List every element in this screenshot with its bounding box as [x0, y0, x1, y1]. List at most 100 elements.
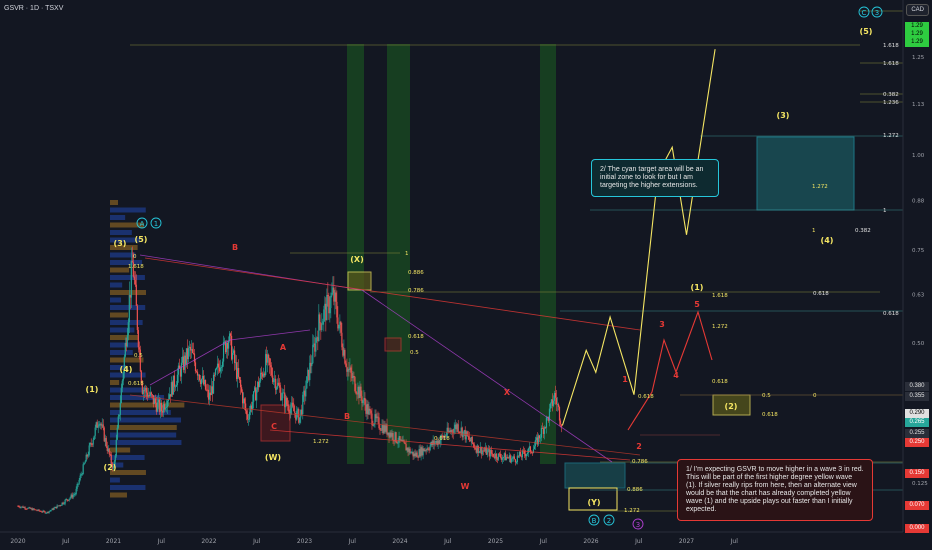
- candle-body: [144, 387, 146, 391]
- volume-profile-bar: [110, 455, 145, 460]
- volume-profile-bar: [110, 335, 139, 340]
- candle-body: [228, 333, 231, 341]
- candle-body: [143, 389, 145, 391]
- candle-body: [92, 439, 94, 445]
- fib-level-label: 1: [883, 208, 887, 214]
- candle-body: [305, 388, 307, 397]
- candle-body: [457, 424, 459, 432]
- candle-body: [170, 382, 173, 397]
- candle-body: [348, 369, 350, 371]
- candle-body: [229, 333, 232, 336]
- candle-body: [363, 397, 365, 401]
- candle-body: [545, 417, 548, 428]
- candle-body: [491, 453, 493, 455]
- symbol-title[interactable]: GSVR · 1D · TSXV: [4, 5, 64, 12]
- candle-body: [82, 464, 84, 475]
- volume-profile-bar: [110, 440, 182, 445]
- wave-label: C: [862, 9, 867, 17]
- candle-body: [454, 424, 456, 429]
- candle-body: [28, 507, 30, 509]
- fib-level-label: 1: [405, 251, 409, 257]
- fib-level-label: 0.382: [855, 228, 871, 234]
- volume-profile-bar: [110, 477, 120, 483]
- candle-body: [326, 294, 328, 321]
- candle-body: [219, 367, 222, 372]
- candle-body: [298, 409, 300, 423]
- candle-body: [504, 453, 506, 461]
- candle-body: [516, 455, 518, 463]
- candle-body: [476, 445, 478, 453]
- candle-body: [523, 450, 525, 454]
- candle-body: [313, 343, 315, 345]
- wave-label-circle: [136, 217, 148, 229]
- candle-body: [69, 497, 71, 499]
- price-tag: 0.255: [905, 429, 929, 438]
- candle-body: [361, 396, 363, 404]
- candle-body: [421, 447, 423, 456]
- volume-profile-bar: [110, 365, 127, 370]
- right-axis-bg: [903, 0, 932, 532]
- candle-body: [128, 294, 130, 323]
- candle-body: [309, 362, 311, 381]
- candle-body: [210, 386, 213, 396]
- volume-profile-bar: [110, 387, 146, 393]
- volume-profile-bar: [110, 327, 135, 333]
- candle-body: [418, 449, 420, 458]
- candle-body: [357, 386, 359, 395]
- candle-body: [70, 494, 72, 498]
- candle-body: [159, 402, 161, 412]
- candle-body: [466, 431, 468, 436]
- fib-level-label: 1.618: [883, 61, 899, 67]
- wave-label: B: [592, 517, 597, 525]
- candle-body: [318, 314, 320, 341]
- candle-body: [52, 508, 54, 510]
- candle-body: [118, 414, 120, 417]
- candle-body: [376, 416, 378, 419]
- x-axis-tick: Jul: [443, 538, 452, 545]
- wave-label: (X): [350, 255, 363, 264]
- price-tag: 0.265: [905, 418, 929, 427]
- candle-body: [362, 400, 364, 404]
- fib-level-label: 0.618: [434, 436, 450, 442]
- candle-body: [93, 435, 95, 440]
- candle-body: [65, 499, 67, 501]
- volume-profile-bar: [110, 237, 141, 243]
- candle-body: [440, 435, 442, 441]
- candle-body: [120, 388, 122, 404]
- candle-body: [139, 349, 141, 372]
- candle-body: [339, 321, 341, 325]
- candle-body: [88, 445, 90, 455]
- candle-body: [79, 475, 81, 480]
- candle-body: [121, 380, 123, 389]
- price-tag-green: 1.29: [905, 22, 929, 31]
- candle-body: [17, 506, 19, 507]
- candle-body: [306, 376, 308, 389]
- candle-body: [344, 349, 346, 364]
- candle-body: [196, 371, 199, 376]
- trend-line-3: [144, 257, 641, 331]
- wave-label: B: [344, 412, 350, 421]
- candle-body: [90, 442, 92, 445]
- candle-body: [116, 427, 118, 440]
- candle-body: [481, 450, 483, 455]
- wave-label: (Y): [587, 498, 600, 507]
- volume-profile-bar: [110, 252, 136, 258]
- candle-body: [241, 387, 243, 392]
- candle-body: [277, 382, 279, 388]
- candle-body: [482, 450, 484, 452]
- candle-body: [472, 442, 474, 445]
- candle-body: [474, 447, 476, 449]
- candle-body: [559, 420, 562, 425]
- wave-label-circle: [588, 514, 600, 526]
- candle-body: [142, 389, 144, 395]
- candle-body: [169, 394, 172, 397]
- candle-body: [377, 416, 379, 418]
- candle-body: [24, 507, 26, 509]
- candle-body: [204, 379, 207, 390]
- candle-body: [91, 444, 93, 445]
- candle-body: [21, 506, 23, 508]
- candle-body: [141, 382, 143, 395]
- currency-badge[interactable]: CAD: [906, 4, 929, 16]
- candle-body: [74, 493, 76, 495]
